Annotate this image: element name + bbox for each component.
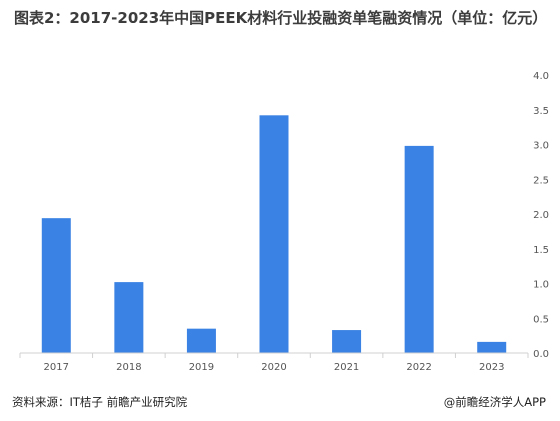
y-tick-label: 2.0 [533,210,549,221]
bar-2018 [114,282,144,353]
bar-2017 [41,218,71,353]
chart-title: 图表2：2017-2023年中国PEEK材料行业投融资单笔融资情况（单位：亿元） [14,9,548,27]
bar-2020 [259,115,289,353]
y-tick-label: 0.0 [533,349,549,360]
y-tick-label: 4.0 [533,71,549,82]
x-tick-label-2019: 2019 [189,362,214,373]
source-note: 资料来源：IT桔子 前瞻产业研究院 [12,395,188,409]
y-tick-label: 1.5 [533,245,549,256]
credit-note: @前瞻经济学人APP [443,395,546,409]
x-tick-label-2022: 2022 [406,362,431,373]
y-tick-label: 3.0 [533,141,549,152]
bar-2023 [477,341,507,353]
y-tick-labels: 0.0 0.5 1.0 1.5 2.0 2.5 3.0 3.5 4.0 [533,71,549,360]
x-tick-marks [19,353,529,358]
x-tick-labels: 2017 2018 2019 2020 2021 2022 2023 [44,362,505,373]
y-tick-label: 2.5 [533,175,549,186]
bars-group [41,115,507,353]
bar-2019 [186,328,216,353]
y-tick-label: 0.5 [533,314,549,325]
x-tick-label-2020: 2020 [261,362,286,373]
bar-2021 [332,330,362,353]
y-tick-label: 1.0 [533,280,549,291]
x-tick-label-2023: 2023 [479,362,504,373]
x-tick-label-2018: 2018 [116,362,141,373]
bar-2022 [404,145,434,353]
x-tick-label-2017: 2017 [44,362,69,373]
x-tick-label-2021: 2021 [334,362,359,373]
y-tick-label: 3.5 [533,106,549,117]
